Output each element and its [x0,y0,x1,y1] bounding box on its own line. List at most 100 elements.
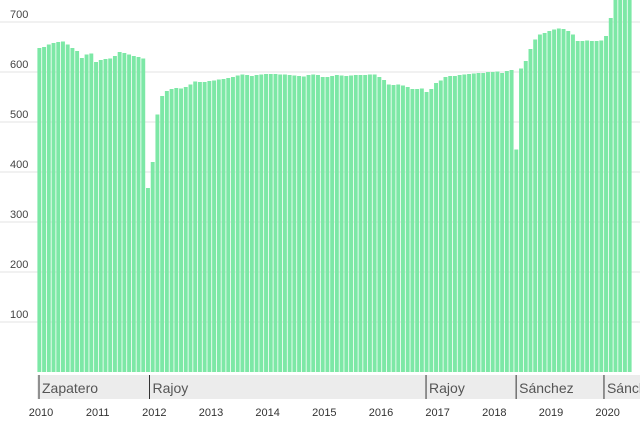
bar [448,76,453,372]
bar [589,41,594,372]
bar [391,85,396,372]
bar [382,80,387,372]
bar [552,29,557,372]
bar [131,56,136,372]
bar [575,41,580,372]
bar [292,75,297,372]
bar [122,53,127,372]
bar [61,41,65,372]
bar [297,76,302,372]
bar [504,71,509,372]
x-tick-label: 2018 [482,407,506,419]
bar [164,91,169,372]
bar [415,89,420,372]
y-tick-label: 700 [10,9,28,21]
bar [486,72,490,372]
bar [334,75,339,372]
bar [202,82,207,372]
bar [514,149,519,372]
period-label: Zapatero [42,380,98,396]
bar [226,78,231,372]
bar [622,0,627,372]
y-tick-label: 500 [10,109,28,121]
bar [419,88,424,372]
bar [344,76,349,372]
bar [467,74,472,372]
bar [235,75,240,372]
bar [367,74,372,372]
bar [207,81,212,372]
bar [141,58,146,372]
bar [405,87,410,372]
bar [287,75,292,372]
bar [434,83,438,372]
bar [509,70,514,372]
bar [108,58,113,372]
bar [89,53,94,372]
bar [429,89,434,372]
bar [259,74,264,372]
bar [127,54,132,372]
bar [249,76,254,372]
bar [136,57,141,372]
bar [160,96,165,372]
bar [94,62,98,372]
y-tick-label: 100 [10,309,28,321]
bar [316,75,320,372]
y-tick-label: 200 [10,259,28,271]
bar [457,75,462,372]
bar [330,76,335,372]
y-tick-label: 300 [10,209,28,221]
bar [98,60,103,372]
bar [174,88,179,372]
bar [500,73,505,372]
period-label: Sánchez [519,380,573,396]
bar [56,42,61,372]
bar [386,84,391,372]
bar [547,31,552,372]
bar [495,71,500,372]
bar [452,76,457,372]
bar [566,31,571,372]
bar [372,74,377,372]
bar [349,75,353,372]
bar [268,74,273,372]
bar [363,75,368,372]
bar [481,73,486,372]
bar [212,80,217,372]
bar [528,49,533,372]
bar [150,162,155,372]
bar [443,77,448,372]
bar [594,41,599,372]
bar [471,73,476,372]
x-tick-label: 2020 [595,407,619,419]
bar [462,74,467,372]
bar [410,89,415,372]
bar [401,85,405,372]
bar [377,77,382,372]
bar [523,61,528,372]
bar [84,54,89,372]
x-tick-label: 2012 [142,407,166,419]
bar [46,44,51,372]
bar [240,74,245,372]
bar [179,88,183,372]
bar [117,52,122,372]
period-label: Rajoy [153,380,189,396]
bar [561,29,566,372]
bar [585,40,590,372]
bar [604,36,608,372]
period-label: Rajoy [429,380,465,396]
bar [476,73,481,372]
bar [396,84,401,372]
x-tick-label: 2011 [86,407,110,419]
bar [65,44,70,372]
bar [51,43,56,372]
bar [311,74,316,372]
bar [70,48,75,372]
bar [618,0,623,372]
bar [490,72,495,372]
bar [556,28,561,372]
bar [197,82,202,372]
